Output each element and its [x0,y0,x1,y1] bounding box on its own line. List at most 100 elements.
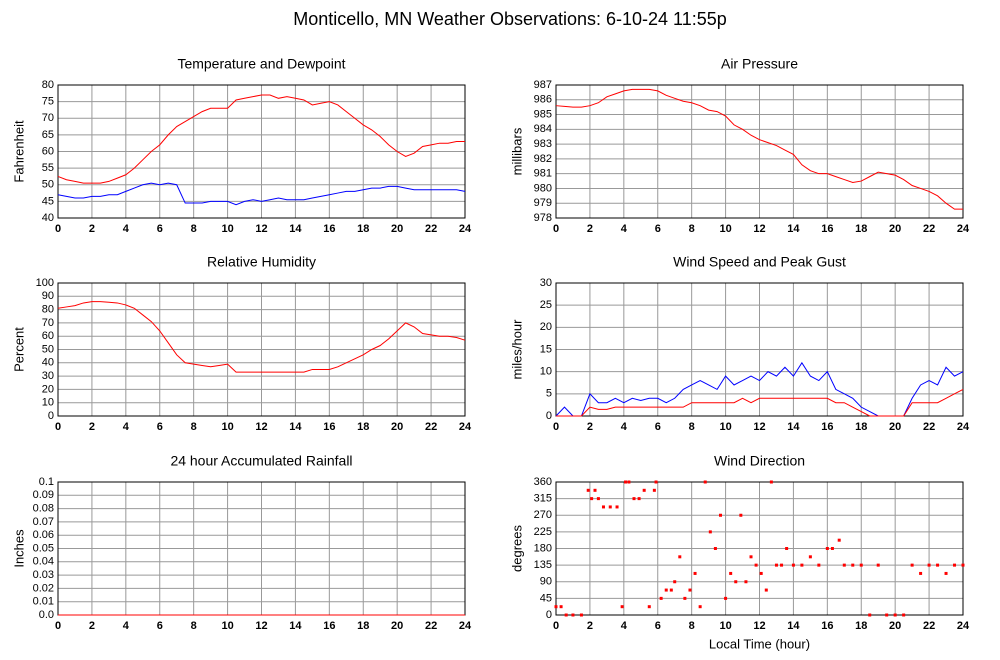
y-tick-label: 0.04 [33,556,54,568]
x-tick-label: 6 [157,223,163,235]
y-tick-label: 65 [42,129,54,141]
x-tick-label: 10 [221,223,233,235]
data-point [554,605,558,609]
y-tick-label: 0.1 [39,476,54,488]
x-tick-label: 14 [787,421,800,433]
y-tick-label: 0.09 [33,489,54,501]
y-tick-label: 315 [534,493,552,505]
x-tick-label: 16 [821,620,833,632]
x-tick-label: 10 [719,223,731,235]
x-tick-label: 8 [191,620,197,632]
data-point [961,563,965,567]
data-point [785,547,789,550]
x-tick-label: 14 [787,620,800,632]
data-point [902,613,906,617]
x-tick-label: 24 [957,620,970,632]
x-tick-label: 6 [157,421,163,433]
x-tick-label: 4 [123,620,130,632]
x-tick-label: 12 [753,223,765,235]
data-point [571,613,575,617]
y-axis-label: miles/hour [509,319,524,380]
x-tick-label: 4 [621,223,628,235]
y-tick-label: 45 [42,195,54,207]
x-tick-label: 0 [55,223,61,235]
data-point [713,547,717,550]
x-tick-label: 20 [889,223,901,235]
data-point [842,563,846,567]
data-point [936,563,940,567]
y-tick-label: 50 [42,179,54,191]
x-tick-label: 16 [323,620,335,632]
panel-title: Relative Humidity [207,254,316,270]
y-tick-label: 90 [540,576,552,588]
y-tick-label: 982 [534,153,552,165]
y-axis-label: millibars [509,127,524,175]
x-tick-label: 18 [855,421,867,433]
data-point [652,488,656,492]
y-tick-label: 0 [48,410,54,422]
data-point [774,563,778,567]
data-point [837,538,841,542]
panel-title: Wind Direction [714,453,805,469]
x-tick-label: 20 [889,620,901,632]
data-point [642,488,646,492]
plot-border [555,84,964,219]
y-tick-label: 75 [42,96,54,108]
y-tick-label: 983 [534,138,552,150]
plot-border [555,481,964,616]
data-point [749,555,753,559]
y-tick-label: 984 [534,123,552,135]
data-point [579,613,583,617]
y-tick-label: 270 [534,509,552,521]
x-tick-label: 10 [221,421,233,433]
x-tick-label: 6 [655,620,661,632]
y-tick-label: 60 [42,145,54,157]
y-tick-label: 360 [534,476,552,488]
x-tick-label: 14 [289,620,302,632]
data-line [556,388,964,417]
data-point [754,563,758,567]
y-tick-label: 60 [42,330,54,342]
data-point [693,571,697,575]
y-tick-label: 986 [534,94,552,106]
data-point [764,588,768,592]
data-point [910,563,914,567]
x-tick-label: 0 [553,223,559,235]
data-point [615,505,619,509]
panel-title: Wind Speed and Peak Gust [673,254,846,270]
y-tick-label: 225 [534,526,552,538]
data-point [859,563,863,567]
data-point [944,571,948,575]
y-tick-label: 980 [534,182,552,194]
data-point [825,547,829,550]
data-point [769,480,773,484]
y-tick-label: 80 [42,304,54,316]
x-tick-label: 14 [289,421,302,433]
panel-title: Temperature and Dewpoint [177,56,345,72]
y-tick-label: 10 [540,366,552,378]
data-line [57,94,465,184]
y-tick-label: 30 [42,370,54,382]
plot-border [57,84,466,219]
y-tick-label: 978 [534,212,552,224]
data-point [698,605,702,609]
panel-title: Air Pressure [721,56,798,72]
x-tick-label: 10 [221,620,233,632]
page-title: Monticello, MN Weather Observations: 6-1… [293,9,727,29]
x-tick-label: 8 [191,421,197,433]
y-tick-label: 987 [534,79,552,91]
x-tick-label: 24 [459,421,472,433]
data-line [555,88,963,210]
y-axis-label: Percent [11,327,26,372]
x-tick-label: 10 [719,620,731,632]
data-point [647,605,651,609]
x-tick-label: 0 [553,620,559,632]
y-axis-label: Fahrenheit [11,120,26,183]
data-point [724,596,728,600]
x-tick-label: 22 [923,223,935,235]
x-tick-label: 22 [425,223,437,235]
data-point [808,555,812,559]
x-tick-label: 8 [689,620,695,632]
x-tick-label: 8 [689,421,695,433]
